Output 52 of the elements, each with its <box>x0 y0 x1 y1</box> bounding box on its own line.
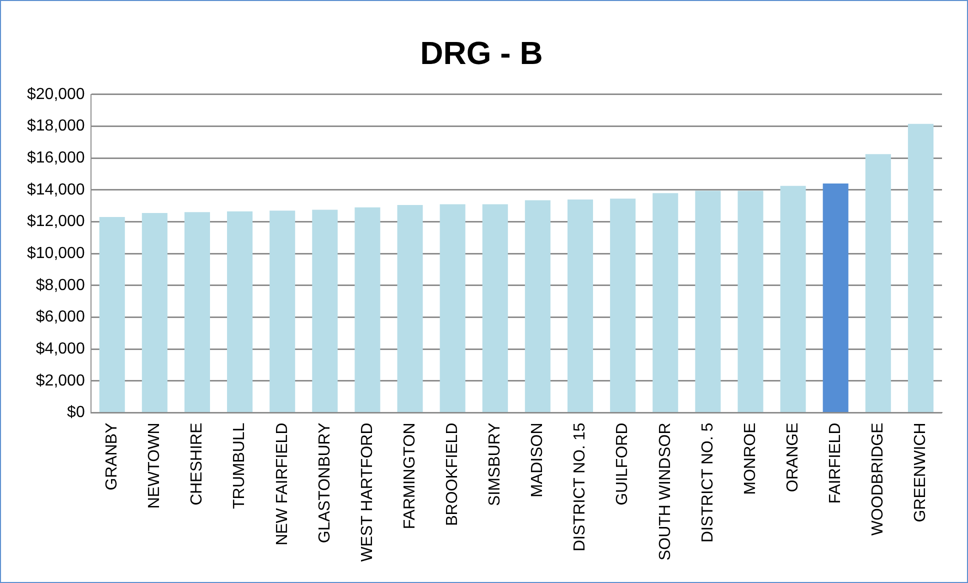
x-tick-label: DISTRICT NO. 15 <box>572 422 589 552</box>
y-tick-label: $2,000 <box>36 372 85 390</box>
x-tick-label: CHESHIRE <box>188 422 206 506</box>
x-tick-label: NEW FAIRFIELD <box>274 422 291 546</box>
x-tick-label: SIMSBURY <box>486 422 504 506</box>
x-tick-label: NEWTOWN <box>146 422 164 509</box>
y-tick-label: $4,000 <box>36 340 85 358</box>
x-tick-label: WOODBRIDGE <box>870 422 887 536</box>
x-tick-label: FARMINGTON <box>401 422 418 530</box>
bar <box>524 200 550 412</box>
bar <box>567 199 594 412</box>
x-tick-label: GLASTONBURY <box>316 422 334 544</box>
y-tick-label: $10,000 <box>26 244 85 262</box>
x-tick-label: DISTRICT NO. 5 <box>699 422 716 542</box>
y-tick-label: $14,000 <box>26 181 85 198</box>
bar <box>482 204 508 412</box>
bar <box>610 198 636 412</box>
bar <box>695 190 721 412</box>
bar <box>227 211 253 412</box>
y-tick-label: $8,000 <box>36 276 85 294</box>
bar <box>184 212 210 412</box>
y-tick-label: $18,000 <box>26 118 85 135</box>
x-tick-label: BROOKFIELD <box>444 422 461 526</box>
x-tick-label: WEST HARTFORD <box>358 422 376 562</box>
x-tick-label: GREENWICH <box>912 422 930 522</box>
bar <box>312 210 338 412</box>
y-tick-label: $20,000 <box>26 86 85 103</box>
bar <box>738 190 764 412</box>
bar <box>908 124 934 412</box>
bar <box>99 216 125 412</box>
bar <box>354 207 380 412</box>
bar <box>822 184 848 412</box>
x-tick-label: TRUMBULL <box>231 422 248 509</box>
x-tick-label: FAIRFIELD <box>827 422 844 504</box>
x-tick-label: MADISON <box>529 422 546 498</box>
bar <box>270 210 296 412</box>
x-tick-label: SOUTH WINDSOR <box>656 422 674 561</box>
y-tick-label: $12,000 <box>26 213 85 230</box>
x-tick-label: GUILFORD <box>614 422 632 506</box>
bar <box>397 205 423 412</box>
bar <box>440 204 466 412</box>
x-tick-label: ORANGE <box>784 422 802 492</box>
chart-title: DRG - B <box>420 35 543 72</box>
bar <box>142 212 168 412</box>
y-tick-label: $0 <box>67 404 85 422</box>
bar <box>865 154 891 412</box>
x-tick-label: GRANBY <box>104 422 121 490</box>
y-tick-label: $6,000 <box>36 308 85 326</box>
bar <box>780 186 806 412</box>
bar <box>652 193 678 412</box>
x-tick-label: MONROE <box>742 422 759 495</box>
y-tick-label: $16,000 <box>26 149 85 166</box>
